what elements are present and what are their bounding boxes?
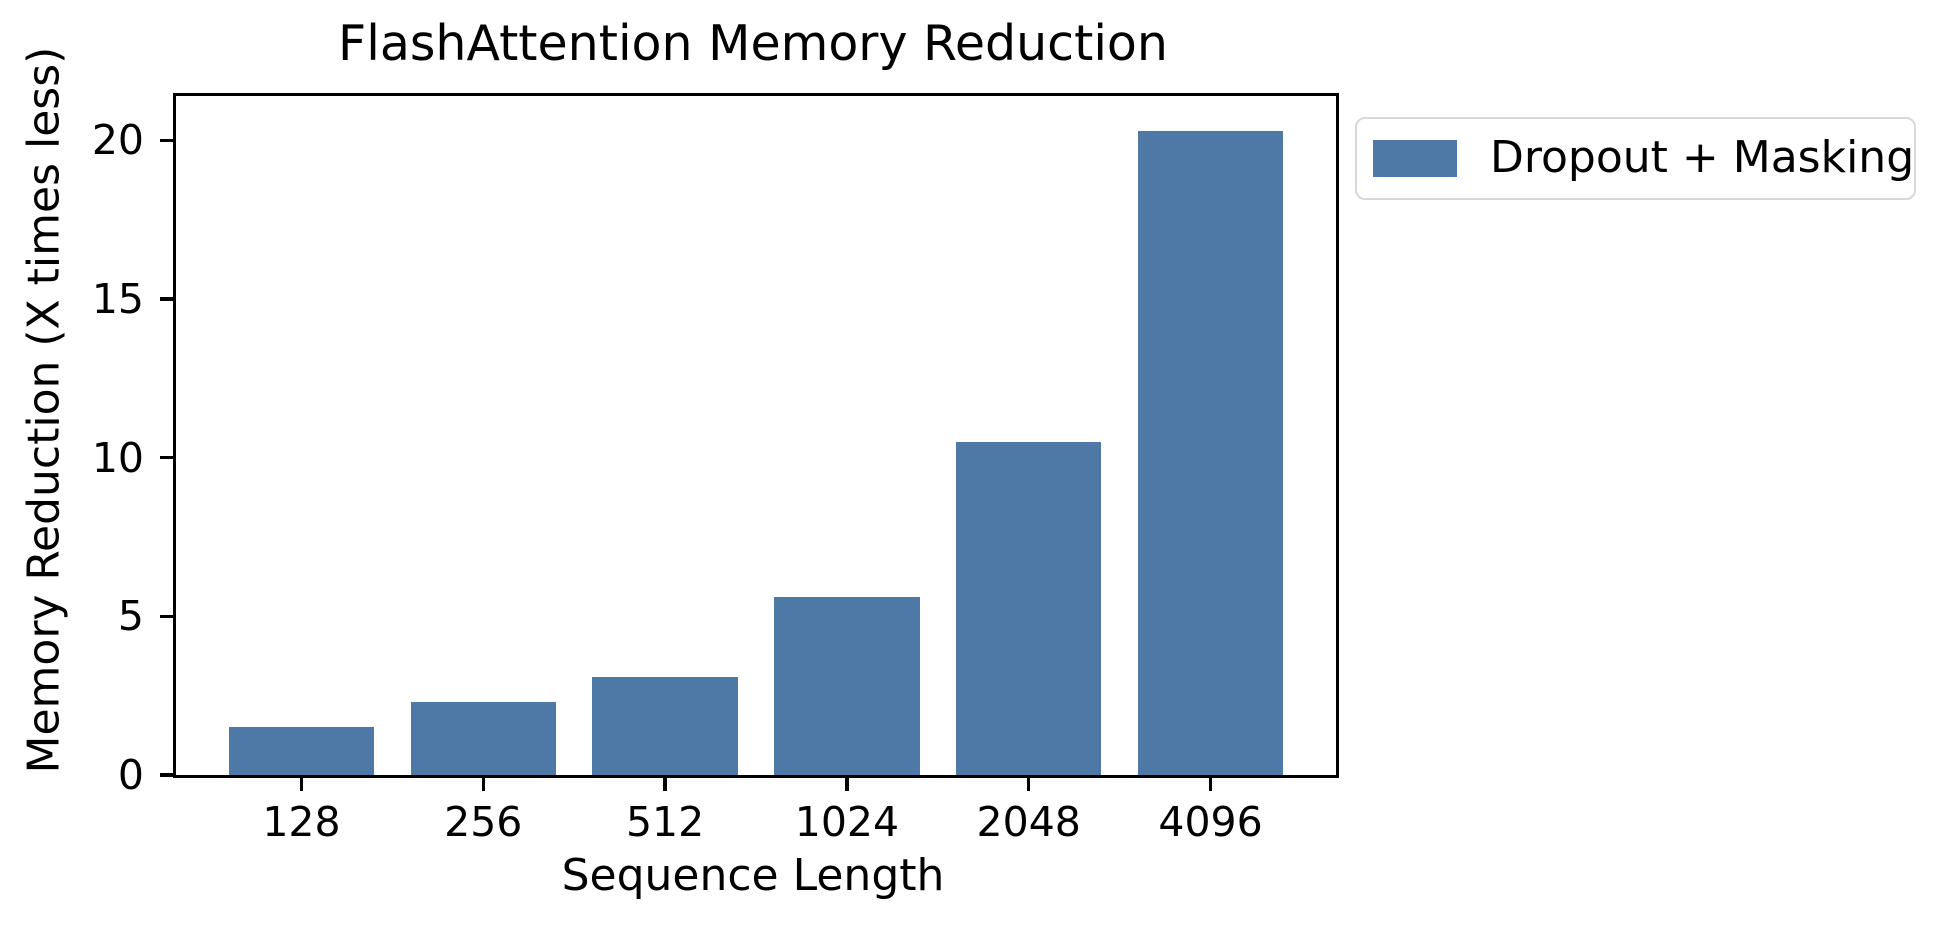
chart-title: FlashAttention Memory Reduction xyxy=(338,15,1168,72)
bar-256 xyxy=(410,702,556,775)
bar-4096 xyxy=(1137,130,1284,775)
x-tick-mark xyxy=(663,778,667,791)
bar-2048 xyxy=(956,441,1102,775)
legend-swatch xyxy=(1373,140,1457,177)
x-tick-label: 256 xyxy=(444,798,523,846)
y-tick-label: 0 xyxy=(117,751,144,799)
x-tick-label: 512 xyxy=(625,798,705,846)
x-tick-mark xyxy=(481,778,486,791)
bar-1024 xyxy=(774,597,920,775)
x-tick-label: 128 xyxy=(262,798,341,846)
y-tick-mark xyxy=(160,297,173,301)
y-tick-mark xyxy=(160,455,173,460)
x-tick-label: 4096 xyxy=(1158,798,1263,846)
y-tick-label: 5 xyxy=(117,592,144,641)
y-tick-mark xyxy=(160,773,173,777)
x-tick-mark xyxy=(1208,778,1213,791)
x-tick-mark xyxy=(299,778,304,791)
y-tick-label: 20 xyxy=(91,116,144,165)
y-tick-label: 15 xyxy=(91,275,144,324)
bar-512 xyxy=(592,676,738,775)
x-axis-label: Sequence Length xyxy=(561,850,945,901)
x-tick-label: 1024 xyxy=(794,798,900,846)
x-tick-mark xyxy=(845,778,849,791)
y-tick-mark xyxy=(160,614,173,619)
legend-label: Dropout + Masking xyxy=(1490,132,1915,183)
x-tick-label: 2048 xyxy=(976,798,1081,846)
y-tick-label: 10 xyxy=(91,433,144,482)
bar-128 xyxy=(228,727,375,775)
legend: Dropout + Masking xyxy=(1355,117,1916,200)
x-tick-mark xyxy=(1026,778,1031,791)
y-tick-mark xyxy=(160,138,173,143)
plot-area: 0 5 10 15 20 128 256 512 1024 2048 4096 xyxy=(92,93,1339,846)
